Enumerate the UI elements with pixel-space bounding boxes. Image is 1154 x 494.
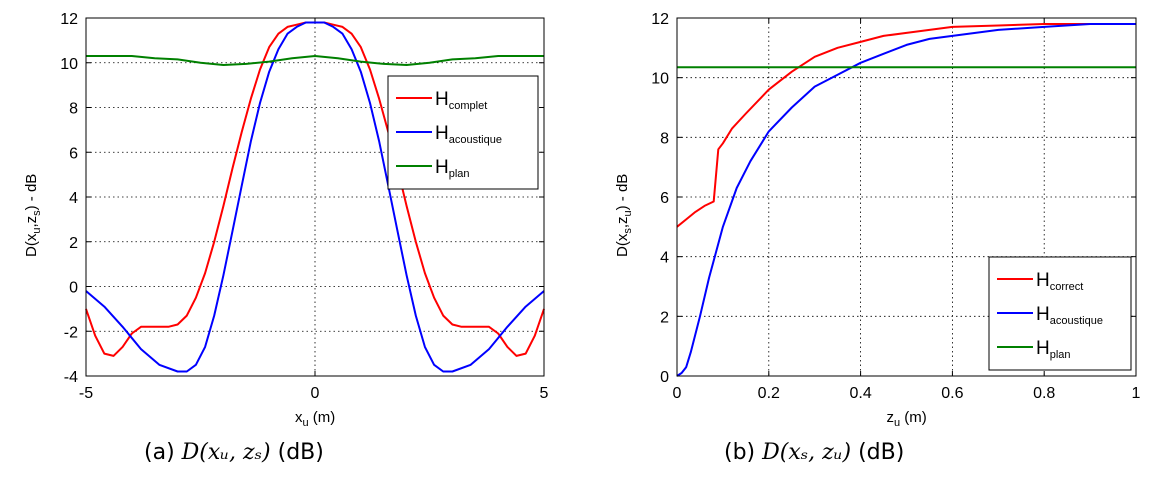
y-tick-label: 12 [651,11,669,28]
caption-b: (b) D(xₛ, zᵤ) (dB) [724,440,905,465]
legend-label: Hplan [435,157,470,180]
y-tick-label: 0 [660,369,669,386]
x-axis-label: zu (m) [887,409,927,429]
x-tick-label: 0.8 [1033,385,1055,402]
y-tick-label: 8 [660,130,669,147]
chart-panel-b: 0 2 4 6 8 10 12 0 0.2 0.4 0.6 0.8 1 zu (m) D(xs,zu) - … [614,11,1141,429]
x-tick-label: 5 [540,385,549,402]
legend-label: Hcorrect [1036,270,1083,293]
x-tick-label: 1 [1132,385,1141,402]
y-tick-label: 10 [60,56,78,73]
y-tick-label: -4 [64,369,78,386]
series-line-acoustique [85,21,545,373]
series-line-plan [86,55,544,66]
x-tick-label: 0 [311,385,320,402]
y-axis-label: D(xu,zs) - dB [23,174,43,257]
legend-label: Hacoustique [435,123,502,146]
axes-frame [85,17,545,377]
y-tick-label: 6 [660,190,669,207]
y-axis-label-group: D(xu,zs) - dB [23,174,43,257]
y-tick-label: -2 [64,324,78,341]
y-tick-label: 4 [69,190,78,207]
series-line-correct [676,23,1136,228]
axes-frame [676,17,1137,377]
chart-panel-a: -4 -2 0 2 4 6 8 10 12 -5 0 5 xu (m) D(xu,zs) - dB Hcom… [23,11,549,429]
legend-label: Hplan [1036,338,1071,361]
y-tick-label: 2 [69,235,78,252]
x-tick-label: 0 [673,385,682,402]
y-tick-label: 10 [651,71,669,88]
y-tick-label: 8 [69,101,78,118]
x-tick-label: 0.6 [941,385,963,402]
y-tick-label: 4 [660,250,669,267]
x-axis-label: xu (m) [295,409,335,429]
legend-label: Hcomplet [435,89,487,112]
series-line-acoustique [676,23,1136,377]
x-tick-label: -5 [79,385,93,402]
y-axis-label: D(xs,zu) - dB [614,174,634,257]
y-tick-label: 2 [660,309,669,326]
x-tick-label: 0.2 [758,385,780,402]
y-tick-label: 6 [69,145,78,162]
x-tick-label: 0.4 [849,385,871,402]
caption-a: (a) D(xᵤ, zₛ) (dB) [144,440,324,465]
y-tick-label: 0 [69,280,78,297]
legend-label: Hacoustique [1036,304,1103,327]
y-tick-label: 12 [60,11,78,28]
y-axis-label-group: D(xs,zu) - dB [614,174,634,257]
